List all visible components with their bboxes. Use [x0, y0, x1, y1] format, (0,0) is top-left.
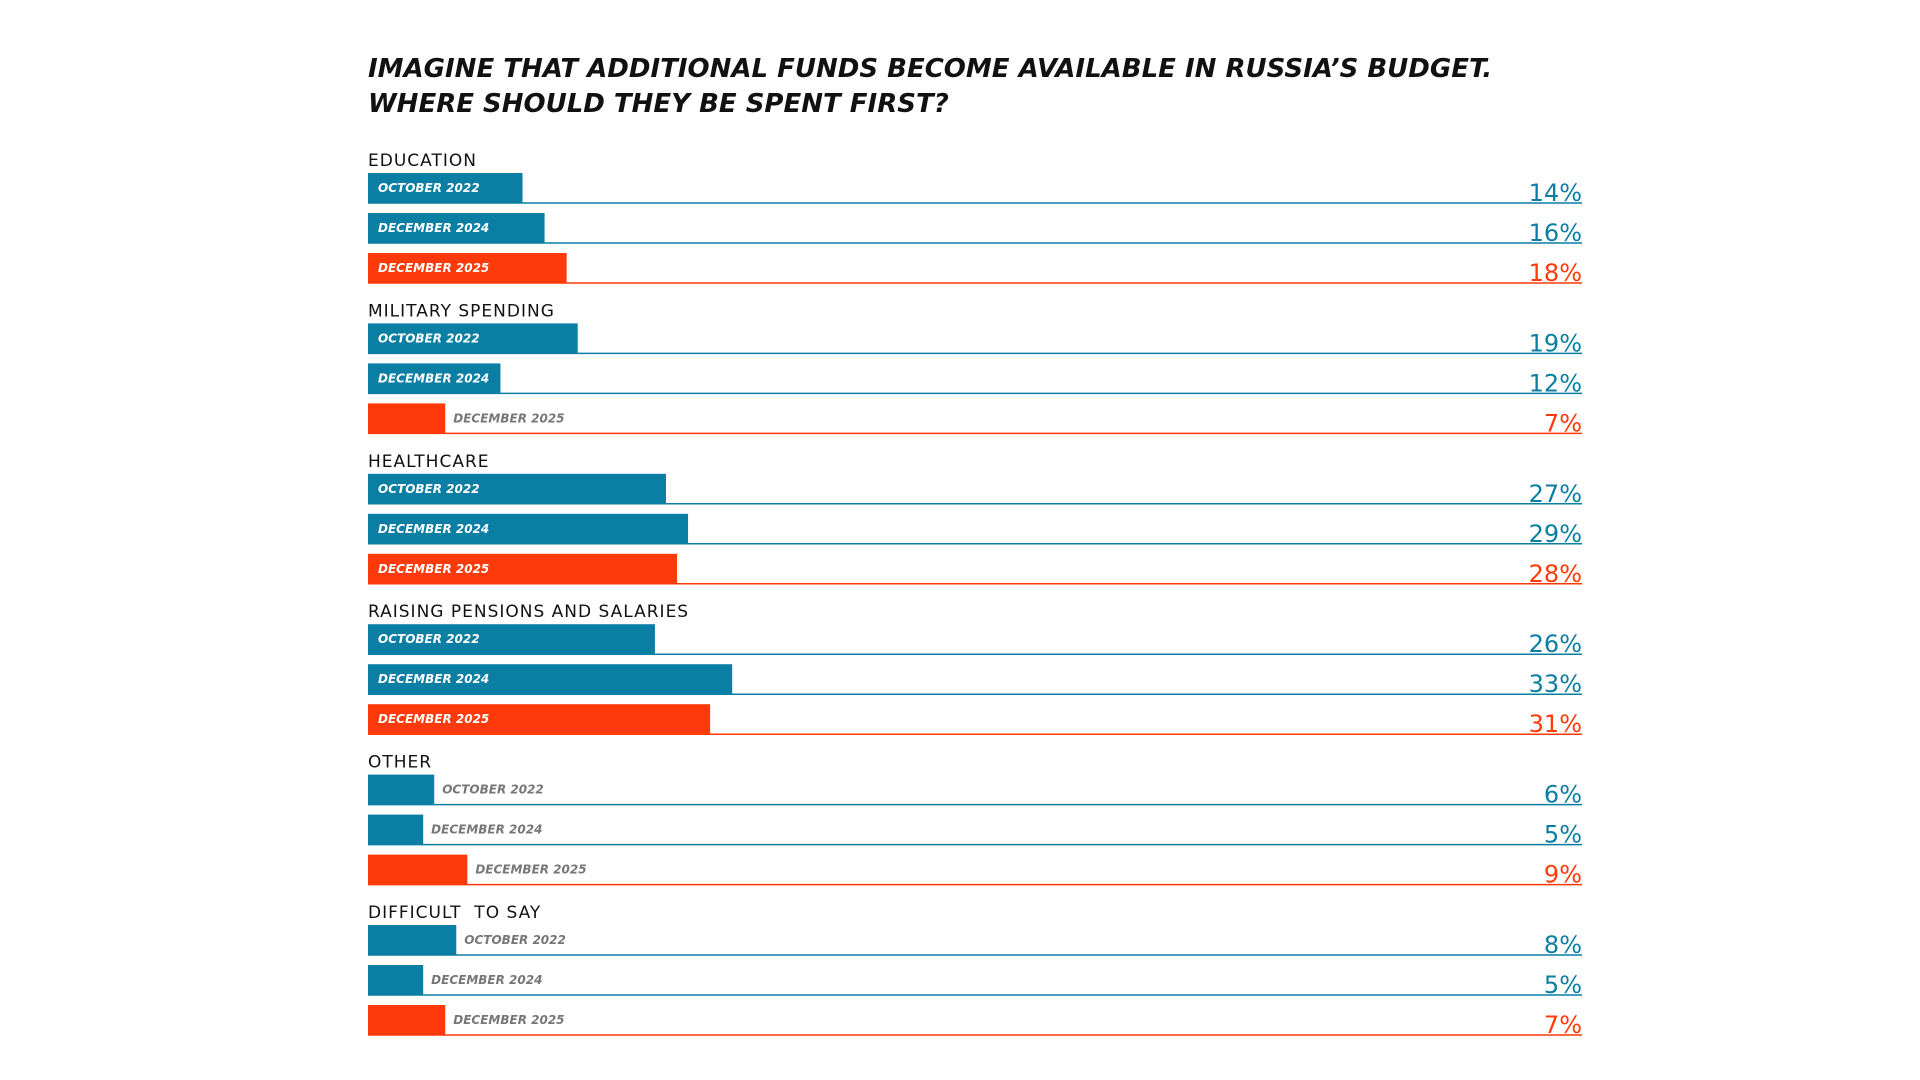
bar-label: DECEMBER 2024: [378, 221, 489, 235]
bar-label: DECEMBER 2024: [378, 522, 489, 536]
value-label: 9%: [1544, 861, 1582, 889]
bar: [368, 553, 678, 584]
value-label: 5%: [1544, 971, 1582, 999]
category-label: RAISING PENSIONS AND SALARIES: [368, 602, 689, 622]
bar: [368, 323, 578, 354]
bar: [368, 363, 501, 394]
value-label: 16%: [1529, 219, 1582, 247]
bar-label: DECEMBER 2025: [453, 1013, 564, 1027]
bar: [368, 854, 468, 885]
bar: [368, 253, 567, 283]
bar: [368, 173, 523, 203]
bar-label: DECEMBER 2025: [378, 261, 489, 275]
value-label: 28%: [1529, 560, 1582, 588]
bar-label: OCTOBER 2022: [378, 181, 480, 195]
bar: [368, 774, 435, 805]
category-label: EDUCATION: [368, 151, 477, 171]
bar-label: OCTOBER 2022: [442, 783, 544, 797]
value-label: 8%: [1544, 931, 1582, 959]
value-label: 19%: [1529, 329, 1582, 357]
bar-label: DECEMBER 2025: [378, 712, 489, 726]
value-label: 7%: [1544, 409, 1582, 437]
bar-label: OCTOBER 2022: [378, 482, 480, 496]
chart-title: IMAGINE THAT ADDITIONAL FUNDS BECOME AVA…: [368, 54, 1492, 119]
value-label: 27%: [1529, 480, 1582, 508]
bar: [368, 624, 655, 655]
value-label: 6%: [1544, 781, 1582, 809]
value-label: 18%: [1529, 259, 1582, 287]
value-label: 29%: [1529, 520, 1582, 548]
bar: [368, 473, 666, 504]
value-label: 5%: [1544, 821, 1582, 849]
value-label: 26%: [1529, 630, 1582, 658]
bar: [368, 965, 424, 995]
bar-label: OCTOBER 2022: [378, 632, 480, 646]
bar-label: DECEMBER 2025: [475, 863, 586, 877]
bar: [368, 213, 545, 243]
value-label: 7%: [1544, 1011, 1582, 1039]
category-label: MILITARY SPENDING: [368, 301, 555, 321]
bar: [368, 814, 424, 845]
bar-label: OCTOBER 2022: [378, 331, 480, 345]
value-label: 14%: [1529, 179, 1582, 207]
bar-label: DECEMBER 2025: [378, 562, 489, 576]
bar: [368, 704, 711, 735]
value-label: 33%: [1529, 670, 1582, 698]
bar-label: DECEMBER 2025: [453, 411, 564, 425]
bar: [368, 513, 689, 544]
bar-label: DECEMBER 2024: [431, 973, 542, 987]
bar-label: OCTOBER 2022: [464, 933, 566, 947]
category-label: HEALTHCARE: [368, 452, 490, 472]
bar-label: DECEMBER 2024: [378, 371, 489, 385]
value-label: 31%: [1529, 710, 1582, 738]
category-label: OTHER: [368, 753, 432, 773]
bar: [368, 925, 457, 955]
bar: [368, 1005, 446, 1035]
bar: [368, 664, 733, 695]
category-label: DIFFICULT TO SAY: [368, 903, 541, 923]
bar: [368, 403, 446, 434]
bar-label: DECEMBER 2024: [431, 823, 542, 837]
value-label: 12%: [1529, 369, 1582, 397]
bar-label: DECEMBER 2024: [378, 672, 489, 686]
